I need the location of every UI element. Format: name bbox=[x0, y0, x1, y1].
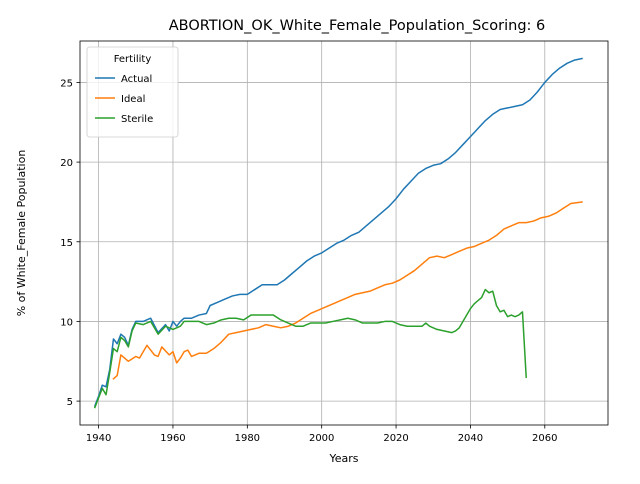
grid-lines bbox=[80, 41, 608, 425]
y-tick-label: 25 bbox=[60, 78, 73, 89]
series-line-2 bbox=[93, 288, 527, 409]
y-axis-label: % of White_Female Population bbox=[15, 150, 28, 317]
legend-label-0: Actual bbox=[121, 74, 152, 85]
y-tick-label: 15 bbox=[60, 238, 73, 249]
legend-label-2: Sterile bbox=[121, 114, 153, 125]
y-tick-label: 5 bbox=[67, 397, 73, 408]
x-tick-label: 1980 bbox=[235, 433, 260, 444]
x-axis-label: Years bbox=[328, 452, 358, 465]
series-line-0 bbox=[93, 57, 583, 407]
chart-title: ABORTION_OK_White_Female_Population_Scor… bbox=[169, 18, 546, 34]
y-tick-label: 10 bbox=[60, 317, 73, 328]
x-tick-label: 2060 bbox=[532, 433, 557, 444]
x-tick-label: 2040 bbox=[458, 433, 483, 444]
series-line-1 bbox=[112, 201, 583, 380]
x-tick-label: 1940 bbox=[86, 433, 111, 444]
axes: 1940 1960 1980 2000 2020 2040 2060 5 10 15 20 25 bbox=[60, 40, 609, 444]
y-tick-label: 20 bbox=[60, 158, 73, 169]
legend: Fertility Actual Ideal Sterile bbox=[86, 46, 179, 138]
legend-label-1: Ideal bbox=[121, 94, 145, 105]
legend-title: Fertility bbox=[114, 54, 152, 65]
x-tick-label: 2000 bbox=[309, 433, 334, 444]
series-lines bbox=[93, 57, 583, 409]
legend-box bbox=[86, 46, 179, 138]
x-tick-label: 1960 bbox=[160, 433, 185, 444]
plot-frame bbox=[79, 40, 609, 426]
x-tick-label: 2020 bbox=[383, 433, 408, 444]
